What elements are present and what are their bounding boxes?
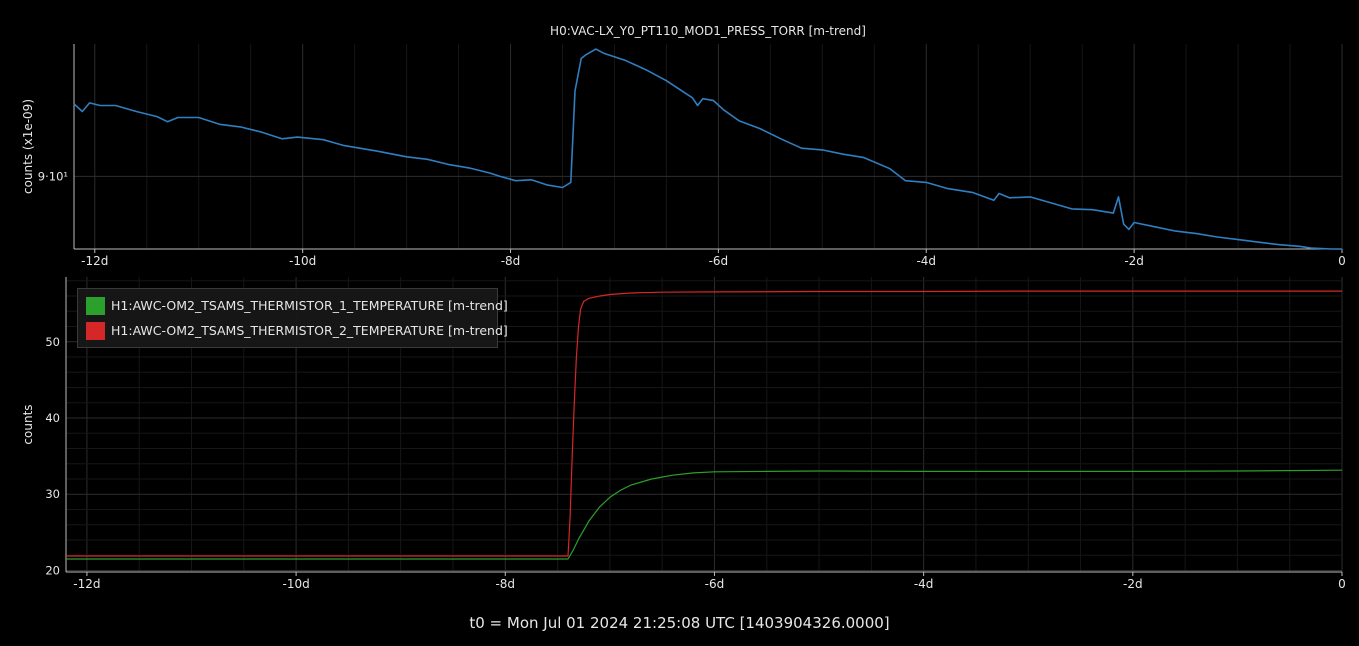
x-tick-label: 0 [1338,254,1346,268]
x-tick-label: -4d [914,577,934,591]
pressure-series-line [73,48,1342,250]
x-tick-label: -12d [81,254,108,268]
x-tick-label: -2d [1124,254,1144,268]
legend-label-thermistor-2: H1:AWC-OM2_TSAMS_THERMISTOR_2_TEMPERATUR… [111,323,508,338]
x-tick-label: -10d [289,254,316,268]
y-tick-label: 9·10¹ [38,169,68,183]
x-tick-label: -4d [916,254,936,268]
temperature-panel: -12d -10d -8d -6d -4d -2d 0 20 30 40 50 counts [21,277,1346,591]
y-tick-label: 40 [45,411,60,425]
chart-title: H0:VAC-LX_Y0_PT110_MOD1_PRESS_TORR [m-tr… [550,24,866,38]
x-tick-label: -2d [1123,577,1143,591]
x-tick-label: -10d [282,577,309,591]
legend-label-thermistor-1: H1:AWC-OM2_TSAMS_THERMISTOR_1_TEMPERATUR… [111,298,508,313]
x-tick-label: 0 [1338,577,1346,591]
temperature-legend: H1:AWC-OM2_TSAMS_THERMISTOR_1_TEMPERATUR… [77,288,508,348]
x-tick-label: -8d [495,577,515,591]
legend-entry-thermistor-1: H1:AWC-OM2_TSAMS_THERMISTOR_1_TEMPERATUR… [86,297,508,315]
thermistor-1-series-line [66,469,1343,560]
y-axis-title: counts [21,404,35,444]
x-tick-label: -6d [709,254,729,268]
x-tick-label: -8d [501,254,521,268]
y-tick-label: 30 [45,487,60,501]
x-tick-label: -6d [705,577,725,591]
legend-swatch-thermistor-2 [86,322,105,340]
thermistor-2-series-line [66,290,1342,557]
x-tick-label: -12d [73,577,100,591]
y-axis-title: counts (x1e-09) [21,99,35,194]
legend-swatch-thermistor-1 [86,297,105,315]
y-tick-label: 50 [45,335,60,349]
time-origin-label: t0 = Mon Jul 01 2024 21:25:08 UTC [14039… [469,614,890,632]
legend-entry-thermistor-2: H1:AWC-OM2_TSAMS_THERMISTOR_2_TEMPERATUR… [86,322,508,340]
y-tick-label: 20 [45,563,60,577]
